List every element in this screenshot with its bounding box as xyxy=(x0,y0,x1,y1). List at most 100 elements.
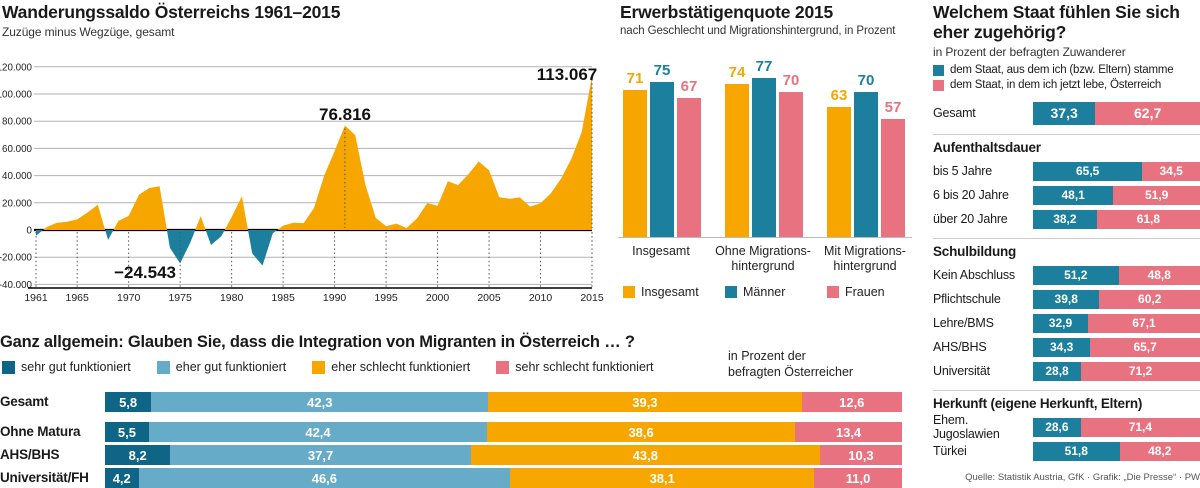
legend-item-insgesamt: Insgesamt xyxy=(623,285,699,299)
legend-label: dem Staat, aus dem ich (bzw. Eltern) sta… xyxy=(950,64,1174,76)
belonging-chart-title-line2: eher zugehörig? xyxy=(933,22,1067,42)
stacked-bar: 39,8 60,2 xyxy=(1033,289,1200,309)
x-axis-label: 1970 xyxy=(117,292,141,304)
legend-swatch xyxy=(496,360,510,374)
baseline xyxy=(618,237,912,238)
y-axis-label: 80.000 xyxy=(2,117,33,128)
bar-frauen xyxy=(779,92,803,237)
area-positive xyxy=(36,76,592,230)
row-label: Lehre/BMS xyxy=(933,316,994,330)
stacked-row: Universität 28,8 71,2 xyxy=(933,361,1200,381)
stacked-bar: 8,2 37,7 43,8 10,3 xyxy=(105,445,902,465)
group-label: Ohne Migrations-hintergrund xyxy=(715,244,811,273)
segment-3: 10,3 xyxy=(819,445,902,465)
area-chart-title: Wanderungssaldo Österreichs 1961–2015 xyxy=(2,2,341,22)
legend-label: Frauen xyxy=(845,285,885,299)
x-axis-label: 1965 xyxy=(66,292,90,304)
stacked-bar: 28,8 71,2 xyxy=(1033,361,1200,381)
segment-origin-state: 32,9 xyxy=(1033,313,1088,333)
legend-swatch xyxy=(623,286,635,298)
legend-swatch xyxy=(827,286,839,298)
segment-0: 5,5 xyxy=(105,422,149,442)
segment-2: 43,8 xyxy=(470,445,820,465)
bar-männer xyxy=(854,92,878,237)
employment-chart-panel: 71 74 63 75 77 70 67 70 57 Insgesamt Ohne Migratio… xyxy=(616,0,916,310)
data-annotation: 113.067 xyxy=(537,65,598,84)
segment-2: 38,1 xyxy=(510,468,815,488)
bar-insgesamt xyxy=(725,83,749,237)
segment-2: 38,6 xyxy=(487,422,796,442)
stacked-row: AHS/BHS 34,3 65,7 xyxy=(933,337,1200,357)
bar-value-label: 70 xyxy=(857,72,875,90)
employment-chart-title: Erwerbstätigenquote 2015 xyxy=(620,2,834,22)
stacked-bar: 51,8 48,2 xyxy=(1033,441,1200,461)
stacked-row: über 20 Jahre 38,2 61,8 xyxy=(933,209,1200,229)
stacked-bar: 32,9 67,1 xyxy=(1033,313,1200,333)
x-axis-label: 1985 xyxy=(271,292,295,304)
y-axis-label: 0 xyxy=(27,226,33,237)
area-chart-header: Wanderungssaldo Österreichs 1961–2015 Zu… xyxy=(2,2,340,39)
area-chart-subtitle: Zuzüge minus Wegzüge, gesamt xyxy=(2,25,175,39)
area-chart: 120.000 100.000 80.000 60.000 40.000 20.000 0 -… xyxy=(0,62,604,304)
group-label: Insgesamt xyxy=(613,244,709,259)
legend-label: Männer xyxy=(743,285,786,299)
integration-chart-title: Ganz allgemein: Glauben Sie, dass die In… xyxy=(0,333,635,351)
stacked-bar: 48,1 51,9 xyxy=(1033,185,1200,205)
data-annotation: 76.816 xyxy=(319,105,371,124)
stacked-row: Kein Abschluss 51,2 48,8 xyxy=(933,265,1200,285)
segment-austria: 51,9 xyxy=(1113,185,1200,205)
segment-origin-state: 51,2 xyxy=(1033,265,1119,285)
group-label-line: Insgesamt xyxy=(632,244,690,258)
bar-value-label: 63 xyxy=(830,86,848,104)
belonging-chart-subtitle: in Prozent der befragten Zuwanderer xyxy=(933,45,1126,59)
bar-value-label: 74 xyxy=(728,63,746,81)
legend-item-frauen: Frauen xyxy=(827,285,885,299)
stacked-row: Pflichtschule 39,8 60,2 xyxy=(933,289,1200,309)
source-credit: Quelle: Statistik Austria, GfK · Grafik:… xyxy=(965,472,1200,483)
legend-swatch xyxy=(725,286,737,298)
section-header: Herkunft (eigene Herkunft, Eltern) xyxy=(933,390,1200,411)
segment-austria: 71,2 xyxy=(1081,361,1200,381)
segment-origin-state: 39,8 xyxy=(1033,289,1100,309)
x-axis-label: 2015 xyxy=(580,292,604,304)
stacked-bar: 5,8 42,3 39,3 12,6 xyxy=(105,392,902,412)
segment-1: 46,6 xyxy=(138,468,511,488)
segment-3: 12,6 xyxy=(801,392,902,412)
row-label: Universität/FH xyxy=(0,470,89,485)
belonging-chart-legend: dem Staat, aus dem ich (bzw. Eltern) sta… xyxy=(933,64,1200,91)
legend-item-männer: Männer xyxy=(725,285,785,299)
integration-chart-note: in Prozent der befragten Österreicher xyxy=(728,348,853,380)
bar-insgesamt xyxy=(623,90,647,237)
bar-value-label: 71 xyxy=(626,70,644,88)
segment-origin-state: 37,3 xyxy=(1033,101,1096,125)
legend-item: sehr schlecht funktioniert xyxy=(496,360,654,374)
y-axis-label: -20.000 xyxy=(0,253,33,264)
legend-label: sehr schlecht funktioniert xyxy=(515,360,654,374)
y-axis-label: 20.000 xyxy=(2,198,33,209)
employment-chart-header: Erwerbstätigenquote 2015 nach Geschlecht… xyxy=(620,2,895,37)
stacked-bar: 65,5 34,5 xyxy=(1033,161,1200,181)
segment-0: 5,8 xyxy=(105,392,152,412)
segment-austria: 60,2 xyxy=(1099,289,1200,309)
x-axis-label: 1961 xyxy=(24,292,48,304)
x-axis-label: 2000 xyxy=(426,292,450,304)
belonging-chart-rows: Gesamt 37,3 62,7 Aufenthaltsdauer bis 5 Jahr… xyxy=(933,101,1200,461)
row-label: Ehem. Jugoslawien xyxy=(933,413,1000,441)
employment-chart-plot: 71 74 63 75 77 70 67 70 57 Insgesamt Ohne Migratio… xyxy=(616,0,916,310)
segment-austria: 61,8 xyxy=(1096,209,1200,229)
legend-swatch xyxy=(933,79,944,91)
legend-item: dem Staat, in dem ich jetzt lebe, Österr… xyxy=(933,79,1200,91)
legend-label: Insgesamt xyxy=(641,285,699,299)
legend-label: dem Staat, in dem ich jetzt lebe, Österr… xyxy=(950,79,1162,91)
row-label: AHS/BHS xyxy=(0,447,60,462)
segment-origin-state: 51,8 xyxy=(1033,441,1120,461)
legend-item: eher gut funktioniert xyxy=(156,360,286,374)
segment-2: 39,3 xyxy=(488,392,802,412)
segment-0: 4,2 xyxy=(105,468,139,488)
segment-1: 42,4 xyxy=(148,422,488,442)
segment-1: 37,7 xyxy=(170,445,471,465)
belonging-chart-title-line1: Welchem Staat fühlen Sie sich xyxy=(933,2,1180,22)
bar-frauen xyxy=(677,98,701,237)
row-label: über 20 Jahre xyxy=(933,212,1008,226)
